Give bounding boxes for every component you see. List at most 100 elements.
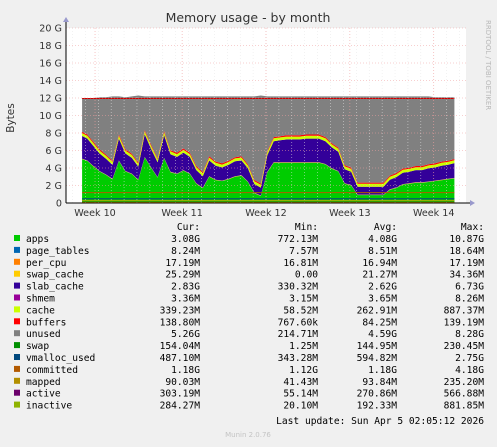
series-area-slab-cache	[82, 134, 455, 196]
legend-value: 7.57M	[289, 246, 318, 257]
legend-value: 1.18G	[368, 365, 397, 376]
legend-value: 154.04M	[160, 341, 201, 352]
legend-value: 270.86M	[357, 389, 398, 400]
y-tick-label: 14 G	[39, 76, 62, 87]
legend-name-page-tables: page_tables	[26, 246, 90, 257]
legend-value: 3.65M	[368, 294, 397, 305]
legend-value: 10.87G	[449, 234, 484, 245]
legend-swatch-cache	[14, 306, 20, 313]
legend-value: 330.32M	[278, 282, 319, 293]
x-tick-label: Week 11	[161, 208, 203, 219]
legend-value: 17.19M	[165, 258, 200, 269]
legend: Cur: Min: Avg: Max: apps 3.08G 772.13M 4.08G 10.…	[14, 222, 484, 412]
x-tick-label: Week 13	[329, 208, 371, 219]
legend-value: 2.62G	[368, 282, 397, 293]
legend-swatch-active	[14, 389, 20, 396]
series-area-unused	[82, 95, 455, 184]
legend-value: 4.59G	[368, 329, 397, 340]
legend-swatch-page-tables	[14, 246, 20, 253]
legend-value: 235.20M	[444, 377, 485, 388]
legend-value: 192.33M	[357, 401, 398, 412]
legend-value: 262.91M	[357, 305, 398, 316]
legend-name-slab-cache: slab_cache	[26, 282, 84, 293]
legend-name-committed: committed	[26, 365, 78, 376]
legend-value: 8.51M	[368, 246, 397, 257]
legend-name-mapped: mapped	[26, 377, 61, 388]
legend-name-cache: cache	[26, 305, 55, 316]
legend-name-swap: swap	[26, 341, 49, 352]
legend-value: 1.25M	[289, 341, 318, 352]
legend-value: 2.75G	[455, 353, 484, 364]
legend-column-header: Max:	[461, 222, 484, 233]
legend-name-shmem: shmem	[26, 294, 55, 305]
legend-value: 767.60k	[278, 317, 319, 328]
legend-value: 8.26M	[455, 294, 484, 305]
legend-name-swap-cache: swap_cache	[26, 270, 84, 281]
legend-swatch-unused	[14, 330, 20, 337]
legend-swatch-slab-cache	[14, 282, 20, 289]
legend-swatch-vmalloc-used	[14, 354, 20, 360]
legend-value: 16.94M	[362, 258, 397, 269]
series-area-buffers	[82, 130, 455, 185]
legend-swatch-inactive	[14, 401, 20, 408]
legend-value: 16.81M	[283, 258, 318, 269]
legend-value: 34.36M	[449, 270, 484, 281]
legend-value: 881.85M	[444, 401, 485, 412]
legend-value: 8.24M	[171, 246, 200, 257]
legend-value: 144.95M	[357, 341, 398, 352]
x-axis-arrow-icon	[470, 200, 475, 206]
legend-value: 21.27M	[362, 270, 397, 281]
legend-value: 139.19M	[444, 317, 485, 328]
legend-value: 566.88M	[444, 389, 485, 400]
y-tick-label: 16 G	[39, 59, 62, 70]
legend-name-per-cpu: per_cpu	[26, 258, 66, 269]
legend-value: 84.25M	[362, 317, 397, 328]
y-axis-arrow-icon	[63, 17, 69, 22]
legend-swatch-per-cpu	[14, 258, 20, 265]
legend-name-apps: apps	[26, 234, 49, 245]
legend-value: 887.37M	[444, 305, 485, 316]
legend-value: 214.71M	[278, 329, 319, 340]
legend-value: 0.00	[295, 270, 318, 281]
legend-value: 20.10M	[283, 401, 318, 412]
y-tick-label: 20 G	[39, 24, 62, 35]
legend-value: 339.23M	[160, 305, 201, 316]
y-tick-label: 0	[56, 199, 62, 210]
legend-value: 90.03M	[165, 377, 200, 388]
legend-value: 230.45M	[444, 341, 485, 352]
legend-value: 55.14M	[283, 389, 318, 400]
legend-value: 3.36M	[171, 294, 200, 305]
legend-value: 3.08G	[171, 234, 200, 245]
legend-value: 303.19M	[160, 389, 201, 400]
y-tick-label: 6 G	[45, 146, 62, 157]
munin-version: Munin 2.0.76	[225, 431, 271, 439]
legend-value: 343.28M	[278, 353, 319, 364]
legend-value: 3.15M	[289, 294, 318, 305]
y-axis-label: Bytes	[5, 103, 17, 132]
y-tick-label: 18 G	[39, 41, 62, 52]
legend-value: 772.13M	[278, 234, 319, 245]
plot-area: 0 2 G 4 G 6 G 8 G 10 G 12 G 14 G 16 G 18 G 20 G Wee…	[39, 17, 475, 219]
legend-value: 6.73G	[455, 282, 484, 293]
legend-swatch-committed	[14, 365, 20, 372]
legend-column-header: Min:	[295, 222, 318, 233]
legend-value: 1.12G	[289, 365, 318, 376]
legend-value: 4.08G	[368, 234, 397, 245]
legend-swatch-mapped	[14, 377, 20, 384]
legend-swatch-swap-cache	[14, 270, 20, 277]
legend-swatch-buffers	[14, 318, 20, 325]
series-area-cache	[82, 131, 455, 188]
x-tick-label: Week 14	[413, 208, 455, 219]
legend-name-buffers: buffers	[26, 317, 66, 328]
series-area-apps	[82, 157, 455, 203]
chart-title: Memory usage - by month	[166, 10, 331, 25]
legend-column-header: Cur:	[177, 222, 200, 233]
legend-value: 4.18G	[455, 365, 484, 376]
legend-value: 5.26G	[171, 329, 200, 340]
last-update: Last update: Sun Apr 5 02:05:12 2026	[276, 416, 484, 427]
legend-value: 1.18G	[171, 365, 200, 376]
legend-swatch-apps	[14, 235, 20, 241]
y-tick-label: 10 G	[39, 111, 62, 122]
legend-name-active: active	[26, 389, 61, 400]
